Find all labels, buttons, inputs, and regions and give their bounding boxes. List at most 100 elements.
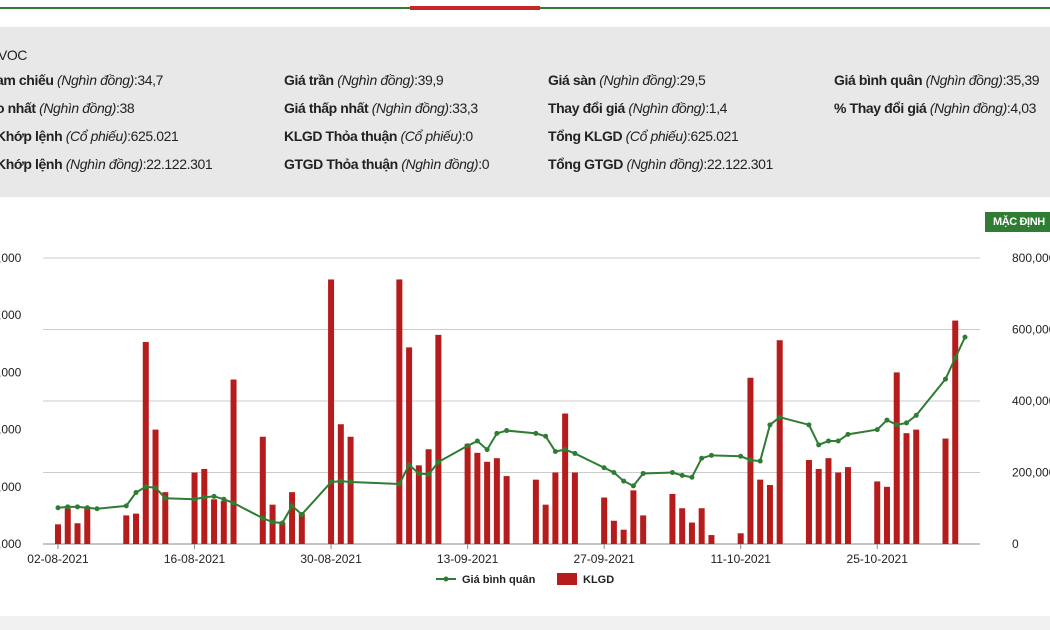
bar bbox=[562, 413, 569, 544]
bar bbox=[532, 479, 539, 544]
bar bbox=[220, 501, 227, 544]
stock-info-panel: VOC bbox=[0, 27, 1050, 197]
info-field: Giá trần (Nghìn đồng):39,9 bbox=[284, 72, 444, 88]
info-field: Giá sàn (Nghìn đồng):29,5 bbox=[548, 72, 706, 88]
bar bbox=[201, 468, 208, 544]
legend-line-swatch-dot bbox=[443, 576, 449, 582]
active-tab-indicator[interactable] bbox=[410, 6, 540, 10]
price-point bbox=[835, 438, 841, 444]
info-field: % Thay đổi giá (Nghìn đồng):4,03 bbox=[834, 100, 1036, 116]
price-point bbox=[192, 496, 198, 502]
info-field-value: :35,39 bbox=[1002, 72, 1040, 88]
price-point bbox=[640, 470, 646, 476]
left-axis-tick-label: ,000 bbox=[0, 423, 22, 437]
info-field-unit: (Cổ phiếu) bbox=[397, 128, 462, 144]
bar bbox=[640, 515, 647, 544]
info-field-unit: (Cổ phiếu) bbox=[62, 128, 128, 144]
bar bbox=[415, 465, 422, 544]
price-point bbox=[123, 503, 129, 509]
bar bbox=[883, 486, 890, 544]
price-point bbox=[777, 414, 783, 420]
price-point bbox=[952, 355, 958, 361]
info-field: o nhất (Nghìn đồng):38 bbox=[0, 100, 135, 116]
price-point bbox=[406, 462, 412, 468]
price-point bbox=[543, 433, 549, 439]
price-point bbox=[435, 459, 441, 465]
price-point bbox=[806, 422, 812, 428]
combo-chart: 0 200,000 400,000 600,000 800,000 ,000 ,000 ,00… bbox=[0, 251, 1050, 586]
info-field-value: :22.122.301 bbox=[703, 156, 773, 172]
price-point bbox=[153, 485, 159, 491]
price-point bbox=[738, 453, 744, 459]
default-view-button[interactable]: MẶC ĐỊNH bbox=[985, 212, 1050, 232]
bar bbox=[142, 342, 149, 544]
info-field-value: :4,03 bbox=[1006, 100, 1037, 116]
bar bbox=[601, 497, 608, 544]
price-point bbox=[94, 506, 100, 512]
price-point bbox=[572, 450, 578, 456]
price-point bbox=[494, 430, 500, 436]
price-point bbox=[465, 443, 471, 449]
info-field: am chiếu (Nghìn đồng):34,7 bbox=[0, 72, 163, 88]
info-field: KLGD Thỏa thuận (Cổ phiếu):0 bbox=[284, 128, 473, 144]
price-point bbox=[474, 438, 480, 444]
bar bbox=[425, 449, 432, 544]
bar bbox=[55, 524, 61, 544]
info-field-unit: (Nghìn đồng) bbox=[368, 100, 449, 116]
right-axis-tick-label: 600,000 bbox=[1012, 323, 1050, 337]
bar bbox=[815, 468, 822, 544]
info-field: Giá thấp nhất (Nghìn đồng):33,3 bbox=[284, 100, 478, 116]
price-point bbox=[621, 478, 627, 484]
bar bbox=[913, 429, 920, 544]
x-axis-tick-label: 02-08-2021 bbox=[27, 552, 89, 566]
price-point bbox=[75, 504, 81, 510]
price-point bbox=[767, 422, 773, 428]
price-point bbox=[757, 458, 763, 464]
price-point bbox=[504, 428, 510, 434]
bar bbox=[279, 522, 286, 544]
x-axis-tick-label: 25-10-2021 bbox=[847, 552, 909, 566]
right-axis-tick-label: 0 bbox=[1012, 537, 1019, 551]
bar bbox=[484, 461, 491, 544]
info-field-unit: (Nghìn đồng) bbox=[595, 72, 677, 88]
bar bbox=[669, 493, 676, 544]
bar bbox=[464, 443, 471, 544]
price-point bbox=[699, 455, 705, 461]
bar bbox=[825, 458, 832, 544]
info-field-value: :1,4 bbox=[705, 100, 728, 116]
info-field-unit: (Cổ phiếu) bbox=[622, 128, 688, 144]
info-field-label: Khớp lệnh bbox=[0, 128, 63, 144]
bar bbox=[835, 472, 842, 544]
bar bbox=[893, 372, 900, 544]
bar bbox=[406, 347, 413, 544]
info-field-label: GTGD Thỏa thuận bbox=[284, 156, 398, 172]
bar bbox=[874, 481, 881, 544]
bar bbox=[230, 379, 237, 544]
stock-symbol: VOC bbox=[0, 47, 27, 63]
info-field-unit: (Nghìn đồng) bbox=[922, 72, 1003, 88]
price-point bbox=[747, 457, 753, 463]
price-point bbox=[348, 479, 354, 485]
bar bbox=[133, 513, 140, 544]
info-field-value: :39,9 bbox=[414, 72, 444, 88]
price-point bbox=[962, 334, 968, 340]
info-field: Giá bình quân (Nghìn đồng):35,39 bbox=[834, 72, 1039, 88]
info-field-unit: (Nghìn đồng) bbox=[624, 100, 706, 116]
bar bbox=[289, 492, 296, 544]
price-point bbox=[55, 505, 61, 511]
bar bbox=[942, 438, 949, 544]
left-axis-tick-label: ,000 bbox=[0, 537, 22, 551]
price-point bbox=[338, 478, 344, 484]
info-field-unit: (Nghìn đồng) bbox=[622, 156, 704, 172]
bar bbox=[776, 340, 783, 544]
price-point bbox=[221, 496, 227, 502]
price-point bbox=[884, 417, 890, 423]
info-field-value: :38 bbox=[116, 100, 135, 116]
info-field-value: :0 bbox=[461, 128, 473, 144]
price-point bbox=[270, 519, 276, 525]
bar bbox=[259, 436, 266, 544]
left-axis-tick-label: ,000 bbox=[0, 308, 22, 322]
price-point bbox=[65, 504, 71, 510]
right-axis-tick-label: 200,000 bbox=[1012, 466, 1050, 480]
price-point bbox=[913, 412, 919, 418]
